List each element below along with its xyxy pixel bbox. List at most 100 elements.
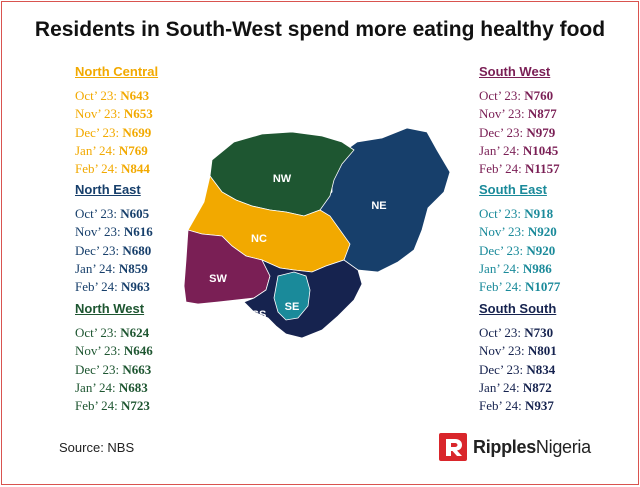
brand-name-part2: Nigeria <box>535 436 591 457</box>
period-label: Nov’ 23: <box>479 106 528 122</box>
region-north-west: North West Oct’ 23: N624 Nov’ 23: N646 Dec… <box>75 301 225 415</box>
period-value: N605 <box>120 206 150 221</box>
period-value: N1045 <box>522 142 559 158</box>
period-label: Jan’ 24: <box>75 379 119 395</box>
period-label: Oct’ 23: <box>75 206 121 221</box>
period-value: N680 <box>122 242 152 258</box>
period-value: N801 <box>527 343 557 359</box>
period-label: Dec’ 23: <box>479 242 527 258</box>
period-row: Jan’ 24: N986 <box>479 260 629 278</box>
period-row: Oct’ 23: N730 <box>479 324 629 342</box>
region-name: North East <box>75 182 141 197</box>
period-row: Nov’ 23: N920 <box>479 223 629 241</box>
period-label: Nov’ 23: <box>75 224 124 240</box>
region-south-south: South South Oct’ 23: N730 Nov’ 23: N801 De… <box>479 301 629 415</box>
map-label-ss: SS <box>252 309 267 321</box>
period-value: N683 <box>118 379 148 395</box>
region-name: South South <box>479 301 557 316</box>
period-row: Oct’ 23: N605 <box>75 205 225 223</box>
map-label-se: SE <box>285 301 300 313</box>
period-value: N877 <box>527 106 557 122</box>
period-label: Oct’ 23: <box>479 88 525 103</box>
page-title: Residents in South-West spend more eatin… <box>34 18 606 41</box>
region-name: North West <box>75 301 145 316</box>
period-row: Jan’ 24: N1045 <box>479 142 629 160</box>
period-value: N937 <box>524 398 554 414</box>
period-row: Nov’ 23: N653 <box>75 105 225 123</box>
region-name: North Central <box>75 64 159 79</box>
period-row: Dec’ 23: N979 <box>479 124 629 142</box>
period-label: Feb’ 24: <box>75 161 121 177</box>
period-label: Oct’ 23: <box>479 325 525 340</box>
period-label: Dec’ 23: <box>479 124 527 140</box>
period-label: Dec’ 23: <box>75 124 123 140</box>
period-value: N616 <box>123 224 153 240</box>
ripples-logo-icon <box>439 433 467 461</box>
period-row: Feb’ 24: N844 <box>75 160 225 178</box>
period-row: Nov’ 23: N646 <box>75 342 225 360</box>
period-value: N872 <box>522 379 552 395</box>
period-label: Dec’ 23: <box>75 361 123 377</box>
period-label: Dec’ 23: <box>75 242 123 258</box>
period-label: Jan’ 24: <box>75 142 119 158</box>
period-row: Dec’ 23: N699 <box>75 124 225 142</box>
period-value: N663 <box>122 361 152 377</box>
period-row: Dec’ 23: N680 <box>75 242 225 260</box>
period-value: N760 <box>524 88 554 103</box>
period-row: Oct’ 23: N760 <box>479 87 629 105</box>
region-rows: Oct’ 23: N918 Nov’ 23: N920 Dec’ 23: N920 J… <box>479 205 629 296</box>
brand-name: RipplesNigeria <box>473 437 591 458</box>
period-row: Dec’ 23: N920 <box>479 242 629 260</box>
period-value: N653 <box>123 106 153 122</box>
period-value: N920 <box>527 224 557 240</box>
period-value: N1077 <box>524 279 561 295</box>
period-label: Dec’ 23: <box>479 361 527 377</box>
period-value: N624 <box>120 325 150 340</box>
period-row: Feb’ 24: N723 <box>75 397 225 415</box>
map-region-se <box>273 271 311 321</box>
period-value: N1157 <box>524 161 560 177</box>
period-row: Nov’ 23: N616 <box>75 223 225 241</box>
map-label-nc: NC <box>251 233 267 245</box>
brand-logo: RipplesNigeria <box>439 433 591 461</box>
region-north-east: North East Oct’ 23: N605 Nov’ 23: N616 Dec… <box>75 182 225 296</box>
period-value: N859 <box>118 260 148 276</box>
region-rows: Oct’ 23: N624 Nov’ 23: N646 Dec’ 23: N663 J… <box>75 324 225 415</box>
period-label: Feb’ 24: <box>479 398 525 414</box>
nigeria-map: NW NE NC SW SE SS <box>183 127 451 339</box>
period-value: N918 <box>524 206 554 221</box>
period-row: Feb’ 24: N937 <box>479 397 629 415</box>
region-south-west: South West Oct’ 23: N760 Nov’ 23: N877 Dec… <box>479 64 629 178</box>
period-row: Dec’ 23: N834 <box>479 361 629 379</box>
period-row: Feb’ 24: N963 <box>75 278 225 296</box>
period-value: N646 <box>123 343 153 359</box>
period-value: N730 <box>524 325 554 340</box>
period-label: Feb’ 24: <box>75 398 121 414</box>
period-label: Jan’ 24: <box>479 142 523 158</box>
period-label: Nov’ 23: <box>75 343 124 359</box>
period-value: N723 <box>120 398 150 414</box>
period-row: Dec’ 23: N663 <box>75 361 225 379</box>
period-label: Feb’ 24: <box>479 279 525 295</box>
period-label: Nov’ 23: <box>479 224 528 240</box>
period-value: N834 <box>526 361 556 377</box>
period-row: Jan’ 24: N769 <box>75 142 225 160</box>
map-label-sw: SW <box>209 273 227 285</box>
region-rows: Oct’ 23: N643 Nov’ 23: N653 Dec’ 23: N699 J… <box>75 87 225 178</box>
period-value: N920 <box>526 242 556 258</box>
period-row: Feb’ 24: N1157 <box>479 160 629 178</box>
period-value: N844 <box>120 161 150 177</box>
period-label: Jan’ 24: <box>479 260 523 276</box>
region-south-east: South East Oct’ 23: N918 Nov’ 23: N920 Dec… <box>479 182 629 296</box>
region-rows: Oct’ 23: N730 Nov’ 23: N801 Dec’ 23: N834 J… <box>479 324 629 415</box>
period-label: Jan’ 24: <box>479 379 523 395</box>
period-row: Oct’ 23: N624 <box>75 324 225 342</box>
region-north-central: North Central Oct’ 23: N643 Nov’ 23: N653… <box>75 64 225 178</box>
period-label: Feb’ 24: <box>75 279 121 295</box>
period-row: Jan’ 24: N859 <box>75 260 225 278</box>
region-name: South West <box>479 64 551 79</box>
period-value: N699 <box>122 124 152 140</box>
source-note: Source: NBS <box>59 440 135 455</box>
period-row: Oct’ 23: N643 <box>75 87 225 105</box>
period-value: N963 <box>120 279 150 295</box>
